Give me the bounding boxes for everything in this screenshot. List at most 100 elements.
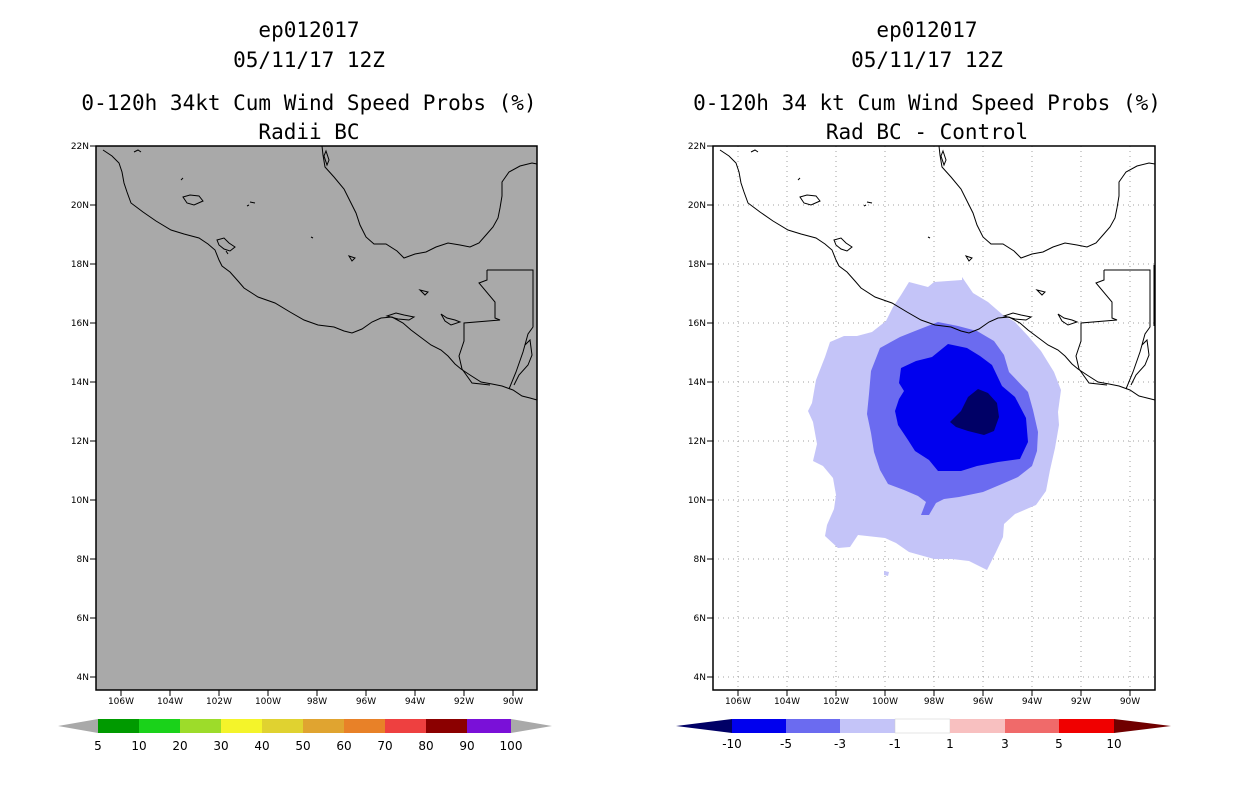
colorbar-label: 60 bbox=[336, 739, 351, 753]
left-storm-id: ep012017 bbox=[258, 18, 360, 42]
lat-label: 8N bbox=[694, 555, 706, 565]
left-colorbar-cell bbox=[303, 719, 344, 733]
right-lon-ticks bbox=[737, 690, 1131, 696]
lat-label: 4N bbox=[77, 673, 89, 683]
left-colorbar-cell bbox=[426, 719, 467, 733]
colorbar-label: 70 bbox=[377, 739, 392, 753]
colorbar-label: -5 bbox=[780, 737, 792, 751]
right-panel: ep012017 05/11/17 12Z 0-120h 34 kt Cum W… bbox=[618, 0, 1236, 800]
lat-label: 22N bbox=[688, 142, 706, 152]
right-contours bbox=[808, 277, 1061, 576]
lon-label: 96W bbox=[356, 697, 376, 707]
colorbar-label: 5 bbox=[1055, 737, 1063, 751]
left-colorbar: 5 10 20 30 40 50 60 70 80 90 100 bbox=[58, 719, 552, 753]
left-colorbar-cell bbox=[385, 719, 426, 733]
left-colorbar-cell bbox=[344, 719, 385, 733]
colorbar-label: 50 bbox=[295, 739, 310, 753]
right-colorbar-low-arrow bbox=[676, 719, 732, 733]
contour-minus-1-dot bbox=[884, 571, 889, 576]
lon-label: 102W bbox=[206, 697, 232, 707]
left-lat-labels: 22N 20N 18N 16N 14N 12N 10N 8N 6N 4N bbox=[71, 142, 89, 683]
lon-label: 98W bbox=[924, 697, 944, 707]
lat-label: 18N bbox=[688, 260, 706, 270]
left-lon-ticks bbox=[120, 690, 514, 696]
lon-label: 92W bbox=[1071, 697, 1091, 707]
lat-label: 4N bbox=[694, 673, 706, 683]
lon-label: 106W bbox=[108, 697, 134, 707]
right-map: 22N 20N 18N 16N 14N 12N 10N 8N 6N 4N 106… bbox=[676, 142, 1171, 751]
lat-label: 18N bbox=[71, 260, 89, 270]
lat-label: 22N bbox=[71, 142, 89, 152]
lon-label: 90W bbox=[503, 697, 523, 707]
colorbar-label: -3 bbox=[834, 737, 846, 751]
right-colorbar: -10 -5 -3 -1 1 3 5 10 bbox=[676, 718, 1171, 751]
right-coastlines bbox=[719, 145, 1156, 401]
colorbar-label: 10 bbox=[131, 739, 146, 753]
colorbar-label: 5 bbox=[94, 739, 102, 753]
lat-label: 16N bbox=[71, 319, 89, 329]
lon-label: 104W bbox=[157, 697, 183, 707]
lon-label: 96W bbox=[973, 697, 993, 707]
lat-label: 12N bbox=[71, 437, 89, 447]
lat-label: 12N bbox=[688, 437, 706, 447]
left-date-time: 05/11/17 12Z bbox=[233, 48, 385, 72]
lat-label: 8N bbox=[77, 555, 89, 565]
right-subtitle: Rad BC - Control bbox=[825, 120, 1029, 144]
lon-label: 94W bbox=[405, 697, 425, 707]
left-colorbar-cell bbox=[139, 719, 180, 733]
lat-label: 14N bbox=[688, 378, 706, 388]
lon-label: 102W bbox=[823, 697, 849, 707]
right-colorbar-cell bbox=[732, 719, 786, 733]
left-colorbar-cell bbox=[262, 719, 303, 733]
colorbar-label: 20 bbox=[172, 739, 187, 753]
lat-label: 6N bbox=[694, 614, 706, 624]
right-lat-ticks bbox=[707, 145, 713, 678]
lat-label: 14N bbox=[71, 378, 89, 388]
right-lon-labels: 106W 104W 102W 100W 98W 96W 94W 92W 90W bbox=[725, 697, 1140, 707]
left-subtitle: Radii BC bbox=[258, 120, 360, 144]
right-title: 0-120h 34 kt Cum Wind Speed Probs (%) bbox=[693, 91, 1161, 115]
right-lat-labels: 22N 20N 18N 16N 14N 12N 10N 8N 6N 4N bbox=[688, 142, 706, 683]
colorbar-label: 3 bbox=[1001, 737, 1009, 751]
lon-label: 98W bbox=[307, 697, 327, 707]
lat-label: 10N bbox=[688, 496, 706, 506]
lon-label: 90W bbox=[1120, 697, 1140, 707]
lon-label: 92W bbox=[454, 697, 474, 707]
lat-label: 6N bbox=[77, 614, 89, 624]
right-colorbar-cell bbox=[1005, 719, 1059, 733]
colorbar-label: 1 bbox=[946, 737, 954, 751]
lat-label: 10N bbox=[71, 496, 89, 506]
right-colorbar-cell bbox=[786, 719, 840, 733]
lon-label: 94W bbox=[1022, 697, 1042, 707]
left-lon-labels: 106W 104W 102W 100W 98W 96W 94W 92W 90W bbox=[108, 697, 523, 707]
right-date-time: 05/11/17 12Z bbox=[851, 48, 1003, 72]
lon-label: 106W bbox=[725, 697, 751, 707]
lon-label: 100W bbox=[255, 697, 281, 707]
right-colorbar-cell bbox=[840, 719, 895, 733]
left-colorbar-cell bbox=[98, 719, 139, 733]
right-colorbar-cell bbox=[950, 719, 1005, 733]
colorbar-label: -1 bbox=[889, 737, 901, 751]
left-panel: ep012017 05/11/17 12Z 0-120h 34kt Cum Wi… bbox=[58, 18, 552, 753]
left-lat-ticks bbox=[90, 145, 96, 678]
left-colorbar-low-arrow bbox=[58, 719, 98, 733]
lon-label: 100W bbox=[872, 697, 898, 707]
contour-minus-5 bbox=[895, 344, 1028, 471]
right-storm-id: ep012017 bbox=[876, 18, 978, 42]
right-colorbar-cell bbox=[1059, 719, 1114, 733]
left-colorbar-cell bbox=[467, 719, 511, 733]
right-colorbar-cell bbox=[894, 718, 951, 734]
left-title: 0-120h 34kt Cum Wind Speed Probs (%) bbox=[81, 91, 537, 115]
colorbar-label: 80 bbox=[418, 739, 433, 753]
left-colorbar-high-arrow bbox=[511, 719, 552, 733]
colorbar-label: 100 bbox=[500, 739, 523, 753]
colorbar-label: 40 bbox=[254, 739, 269, 753]
lat-label: 16N bbox=[688, 319, 706, 329]
lon-label: 104W bbox=[774, 697, 800, 707]
right-colorbar-high-arrow bbox=[1114, 719, 1171, 733]
colorbar-label: 10 bbox=[1106, 737, 1121, 751]
lat-label: 20N bbox=[71, 201, 89, 211]
lat-label: 20N bbox=[688, 201, 706, 211]
left-colorbar-cell bbox=[221, 719, 262, 733]
colorbar-label: 90 bbox=[459, 739, 474, 753]
